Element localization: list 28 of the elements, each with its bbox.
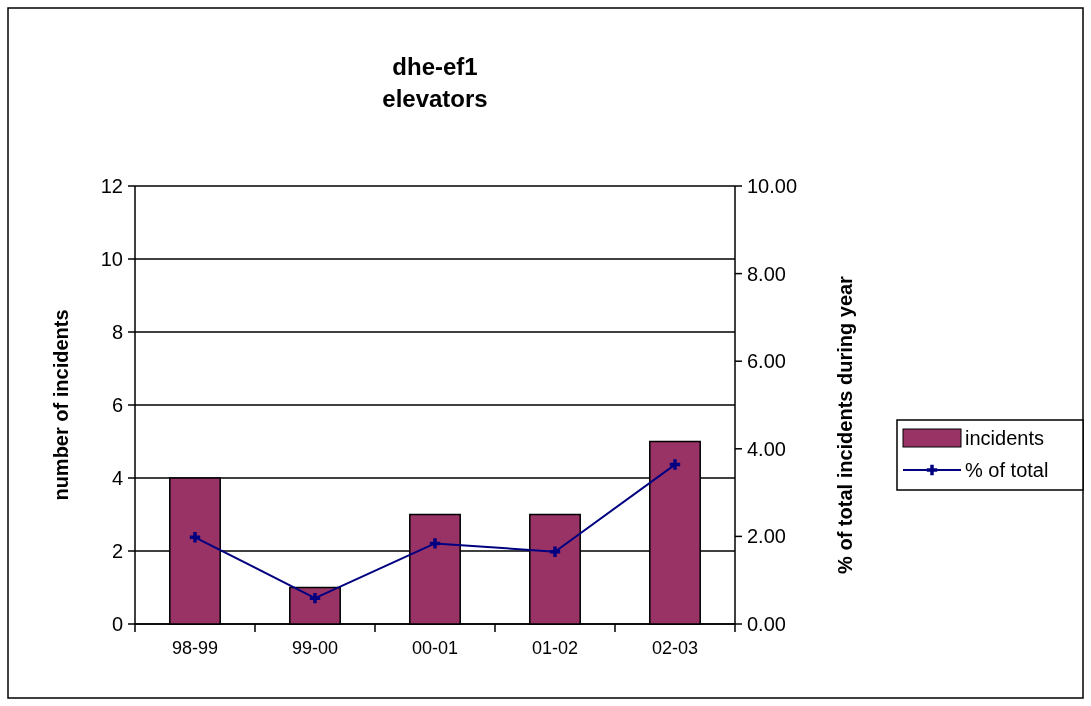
point (309, 592, 321, 604)
legend-label: incidents (965, 427, 1044, 449)
point (189, 532, 201, 543)
chart-title: dhe-ef1 elevators (382, 53, 488, 112)
legend-label: % of total (965, 459, 1049, 481)
y-tick-label: 4 (111, 467, 123, 489)
y-tick-label: 8 (111, 321, 123, 343)
x-tick-label: 98-99 (171, 638, 219, 658)
y2-tick-label: 4.00 (747, 437, 786, 460)
y-tick-label: 12 (100, 175, 123, 197)
y-tick-label: 10 (100, 248, 123, 270)
y2-tick-label: 2.00 (747, 525, 786, 548)
y-tick-label: 6 (111, 394, 123, 416)
x-tick-label: 00-01 (411, 638, 459, 658)
point (429, 538, 441, 549)
y2-axis-title: % of total incidents during year (834, 275, 856, 574)
x-tick-label: 99-00 (291, 638, 339, 658)
y2-tick-label: 0.00 (747, 613, 786, 635)
point (669, 459, 681, 470)
y2-tick-label: 8.00 (747, 262, 786, 285)
y-tick-label: 0 (111, 613, 123, 635)
y2-tick-label: 10.00 (747, 175, 798, 197)
y-tick-label: 2 (111, 540, 123, 562)
x-tick-label: 01-02 (531, 638, 579, 658)
x-tick-label: 02-03 (651, 638, 699, 658)
y-axis-title: number of incidents (50, 309, 72, 501)
point (549, 546, 561, 557)
y2-tick-label: 6.00 (747, 350, 786, 373)
